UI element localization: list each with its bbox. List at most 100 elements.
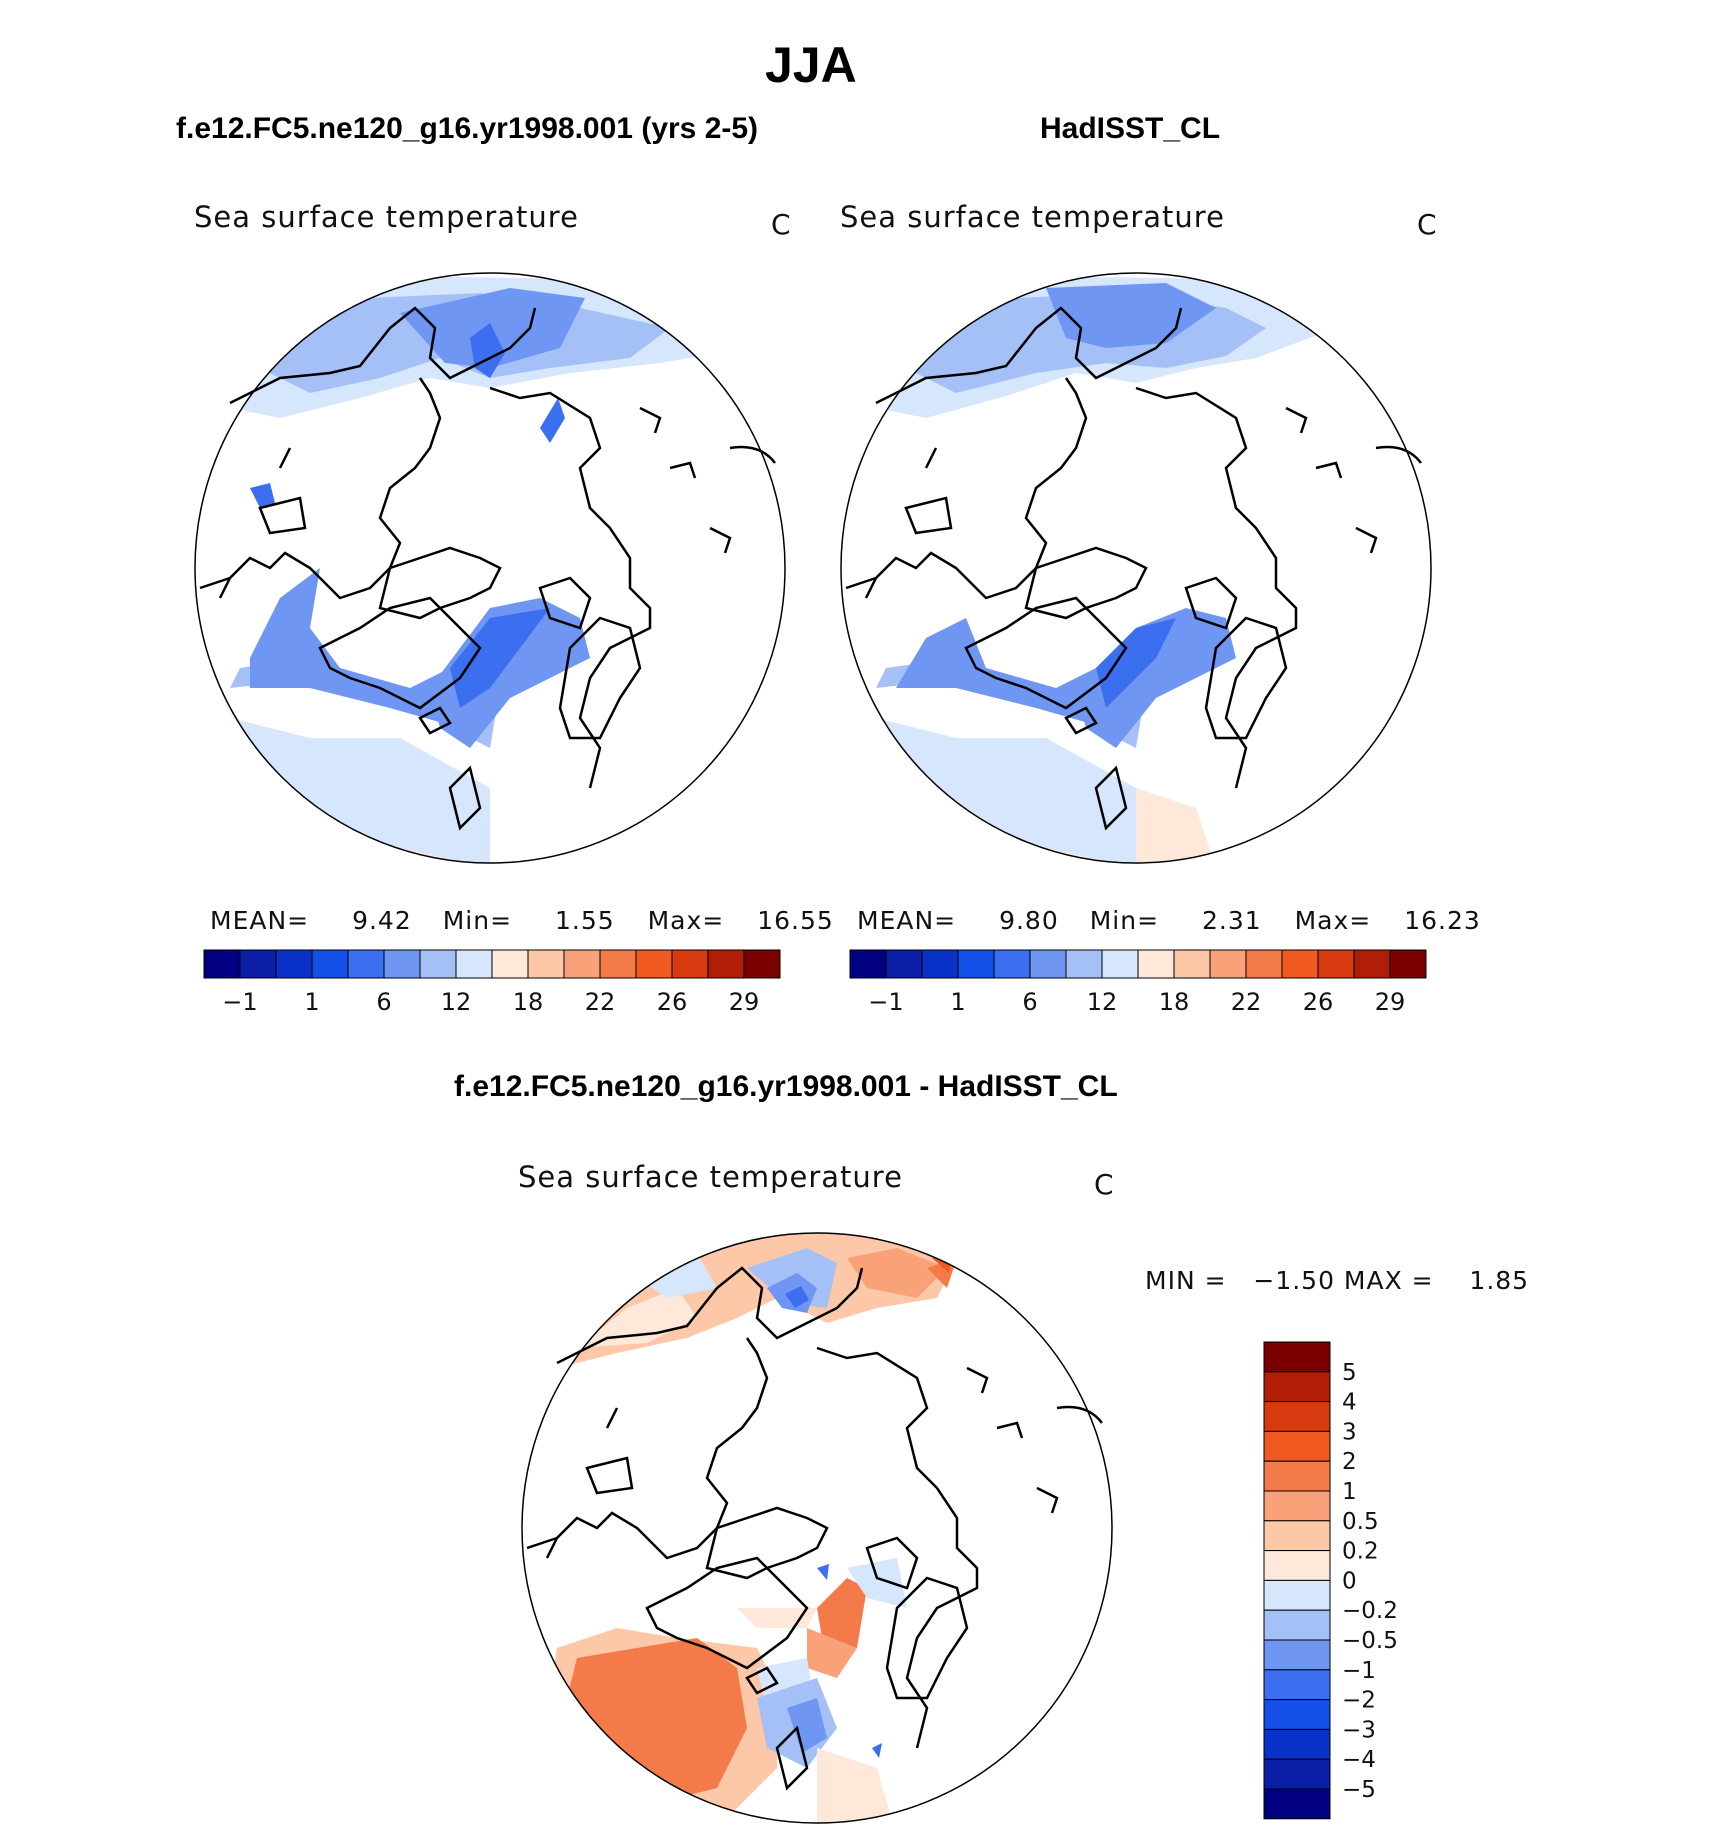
left-colorbar-swatch (563, 949, 601, 979)
right-colorbar-swatch (885, 949, 923, 979)
diff-colorbar-swatch (1263, 1371, 1331, 1403)
right-colorbar-swatch (993, 949, 1031, 979)
right-max-label: Max= (1294, 906, 1372, 935)
diff-colorbar-tick-label: 0.5 (1342, 1509, 1379, 1535)
right-colorbar-tick-label: 6 (1022, 988, 1037, 1016)
diff-map-boundary (521, 1232, 1113, 1824)
diff-colorbar-swatch (1263, 1550, 1331, 1581)
left-colorbar-tick-label: 1 (304, 988, 319, 1016)
right-colorbar-swatch (1173, 949, 1211, 979)
diff-colorbar-swatch (1263, 1699, 1331, 1730)
right-colorbar-swatch (1245, 949, 1283, 979)
left-max-label: Max= (647, 906, 725, 935)
left-min-label: Min= (442, 906, 513, 935)
right-colorbar-tick-label: −1 (868, 988, 903, 1016)
left-min-value: 1.55 (554, 906, 615, 935)
right-colorbar-swatch (1065, 949, 1103, 979)
diff-colorbar: 5 4 3 2 1 0.5 0.2 0 −0.2 −0.5 −1 −2 −3 −4 −5 (1263, 1341, 1398, 1820)
left-max-value: 16.55 (757, 906, 834, 935)
left-colorbar-swatch (275, 949, 313, 979)
diff-colorbar-tick-label: −3 (1342, 1717, 1376, 1743)
diff-colorbar-swatch (1263, 1669, 1331, 1701)
right-colorbar-swatch (1389, 949, 1427, 979)
right-colorbar-swatch (849, 949, 887, 979)
left-colorbar-swatch (743, 949, 781, 979)
right-colorbar-tick-label: 18 (1159, 988, 1190, 1016)
left-colorbar-swatch (599, 949, 637, 979)
diff-colorbar-tick-label: 0.2 (1342, 1539, 1379, 1565)
right-colorbar-swatch (1353, 949, 1391, 979)
diff-colorbar-swatch (1263, 1460, 1331, 1492)
right-sst-field (841, 273, 1431, 863)
diff-colorbar-swatch (1263, 1490, 1331, 1522)
page-title: JJA (765, 37, 857, 93)
left-colorbar-swatch (419, 949, 457, 979)
diff-colorbar-swatch (1263, 1639, 1331, 1671)
left-colorbar-tick-label: 18 (513, 988, 544, 1016)
left-coastlines (199, 306, 776, 831)
right-min-value: 2.31 (1201, 906, 1262, 935)
right-mean-label: MEAN= (857, 906, 957, 935)
right-max-value: 16.23 (1404, 906, 1481, 935)
right-mean-value: 9.80 (999, 906, 1059, 935)
right-colorbar-tick-label: 22 (1231, 988, 1262, 1016)
left-sst-field (195, 273, 785, 863)
left-colorbar-tick-label: 22 (585, 988, 616, 1016)
left-colorbar: −1 1 6 12 18 22 26 29 (203, 949, 781, 1016)
right-colorbar-swatch (1101, 949, 1139, 979)
left-colorbar-tick-label: 6 (376, 988, 391, 1016)
diff-colorbar-tick-label: 5 (1342, 1360, 1357, 1386)
diff-colorbar-tick-label: −1 (1342, 1658, 1376, 1684)
right-colorbar-tick-label: 12 (1087, 988, 1118, 1016)
right-case-title: HadISST_CL (1040, 112, 1221, 145)
diff-case-title: f.e12.FC5.ne120_g16.yr1998.001 - HadISST… (454, 1070, 1118, 1103)
right-colorbar-swatch (1029, 949, 1067, 979)
left-colorbar-swatch (311, 949, 349, 979)
right-colorbar: −1 1 6 12 18 22 26 29 (849, 949, 1427, 1016)
diff-colorbar-tick-label: 2 (1342, 1449, 1357, 1475)
right-colorbar-tick-label: 29 (1375, 988, 1406, 1016)
diff-colorbar-swatch (1263, 1341, 1331, 1373)
diff-colorbar-tick-label: −0.5 (1342, 1628, 1398, 1654)
diff-coastlines (526, 1266, 1103, 1791)
left-mean-value: 9.42 (352, 906, 412, 935)
diff-field-label: Sea surface temperature (518, 1160, 903, 1194)
diff-colorbar-swatch (1263, 1728, 1331, 1760)
right-colorbar-swatch (1137, 949, 1175, 979)
left-field-label: Sea surface temperature (194, 200, 579, 234)
right-colorbar-swatch (1317, 949, 1355, 979)
diff-colorbar-tick-label: 3 (1342, 1419, 1357, 1445)
diff-colorbar-tick-label: −0.2 (1342, 1598, 1398, 1624)
left-colorbar-swatch (203, 949, 241, 979)
diff-units: C (1094, 1168, 1115, 1201)
right-polar-map (840, 272, 1432, 864)
right-map-boundary (840, 272, 1432, 864)
left-colorbar-swatch (707, 949, 745, 979)
diff-colorbar-swatch (1263, 1401, 1331, 1432)
right-field-label: Sea surface temperature (840, 200, 1225, 234)
diff-colorbar-tick-label: −2 (1342, 1688, 1376, 1714)
left-colorbar-swatch (239, 949, 277, 979)
left-colorbar-swatch (491, 949, 529, 979)
left-colorbar-swatch (635, 949, 673, 979)
left-units: C (771, 208, 792, 241)
diff-colorbar-tick-label: −5 (1342, 1777, 1376, 1803)
left-map-boundary (194, 272, 786, 864)
left-colorbar-swatch (455, 949, 493, 979)
left-colorbar-swatch (671, 949, 709, 979)
left-colorbar-swatch (383, 949, 421, 979)
left-colorbar-tick-label: 29 (729, 988, 760, 1016)
right-units: C (1417, 208, 1438, 241)
right-coastlines (845, 306, 1422, 831)
diff-colorbar-swatch (1263, 1758, 1331, 1790)
right-min-label: Min= (1089, 906, 1160, 935)
left-mean-label: MEAN= (210, 906, 310, 935)
left-case-title: f.e12.FC5.ne120_g16.yr1998.001 (yrs 2-5) (176, 112, 759, 145)
diff-colorbar-swatch (1263, 1579, 1331, 1611)
diff-sst-field (522, 1233, 1112, 1823)
right-colorbar-swatch (921, 949, 959, 979)
diff-colorbar-swatch (1263, 1520, 1331, 1552)
diff-colorbar-swatch (1263, 1609, 1331, 1641)
diff-min-max: MIN = −1.50 MAX = 1.85 (1145, 1266, 1530, 1295)
